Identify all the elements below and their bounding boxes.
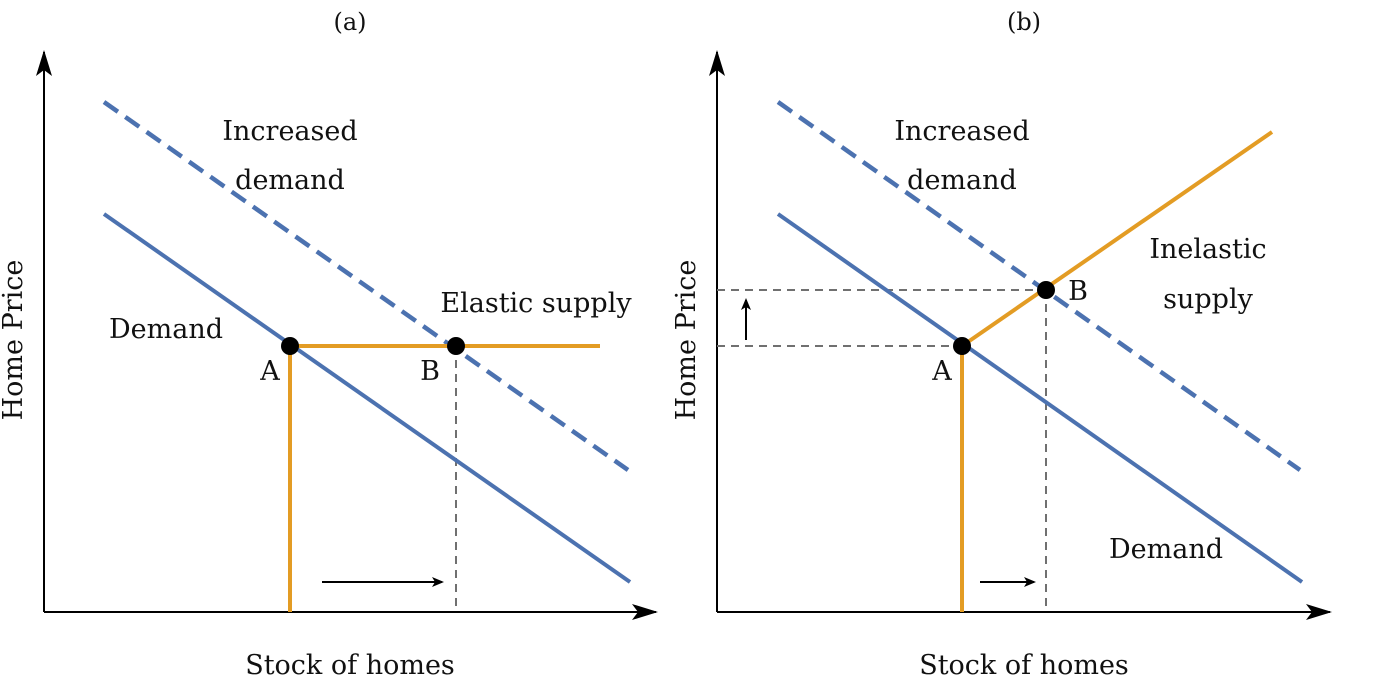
point-b [447,337,465,355]
label-increased-demand: demand [907,165,1017,196]
label-point-b: B [1068,276,1088,307]
x-axis-label: Stock of homes [919,650,1129,681]
label-demand: Demand [1109,534,1223,565]
panel-a-title: (a) [333,8,366,36]
panel-a: (a) Increased demand Demand Elastic supp… [0,8,658,681]
elastic-supply-curve [288,344,600,612]
label-elastic-supply: Elastic supply [440,288,632,319]
point-a [281,337,299,355]
label-increased-demand: demand [235,165,345,196]
panel-b-title: (b) [1007,8,1041,36]
label-increased: Increased [222,116,357,147]
y-axis-label: Home Price [671,260,702,421]
label-inelastic: Inelastic [1149,234,1266,265]
label-inelastic-supply: supply [1163,284,1253,315]
increased-demand-curve [102,100,630,472]
label-point-a: A [931,356,952,387]
panel-b: (b) Increased demand Inelastic supply De… [671,8,1332,681]
x-axis-label: Stock of homes [245,650,455,681]
label-point-a: A [259,356,280,387]
label-increased: Increased [894,116,1029,147]
point-a [953,337,971,355]
demand-curve [102,212,632,584]
point-b [1037,281,1055,299]
label-point-b: B [420,356,440,387]
label-demand: Demand [109,314,223,345]
y-axis-label: Home Price [0,260,29,421]
demand-curve [776,212,1304,584]
